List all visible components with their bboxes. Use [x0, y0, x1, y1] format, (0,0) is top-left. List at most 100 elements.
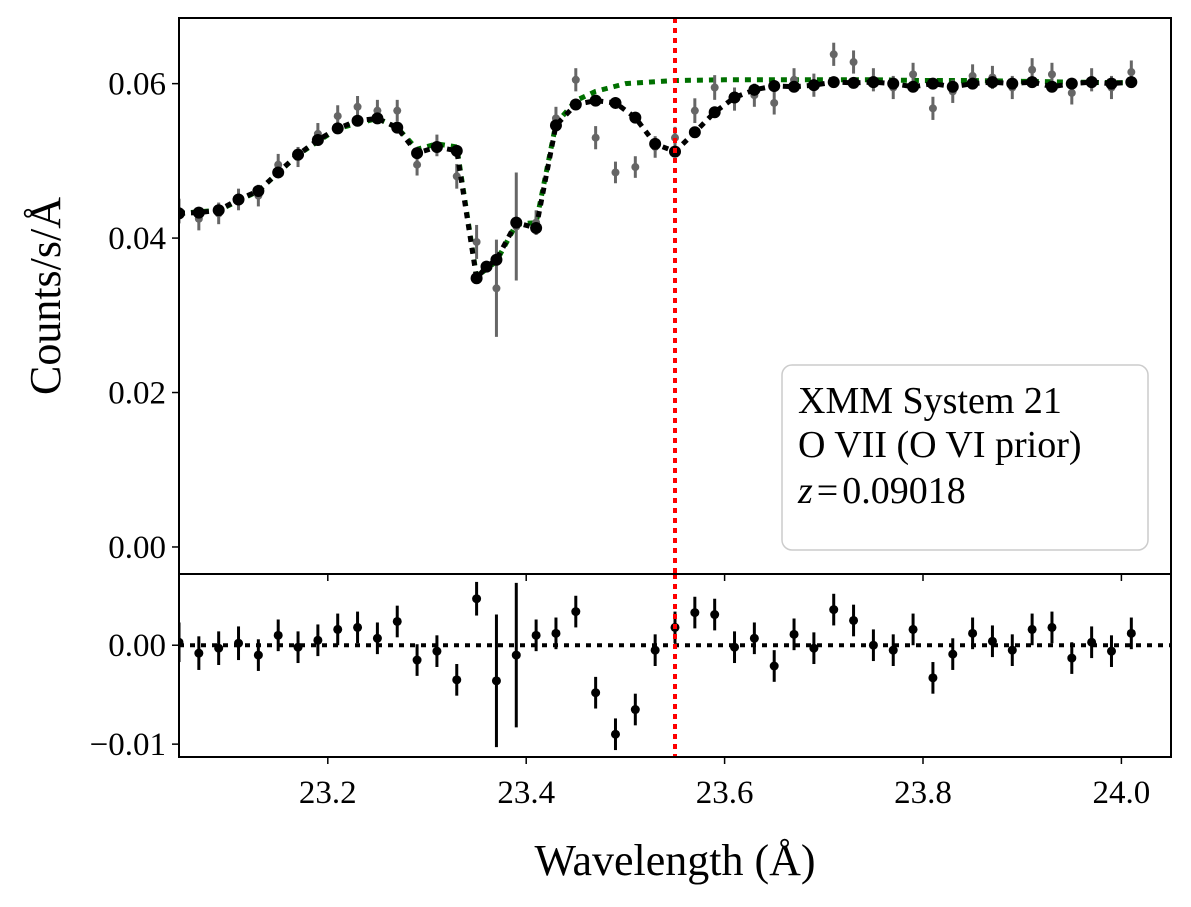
model-point — [179, 207, 185, 220]
data-point — [690, 106, 699, 115]
residual-point — [194, 648, 204, 658]
top-axis-ticks: 0.00 0.02 0.04 0.06 — [108, 67, 1123, 581]
model-point — [1105, 77, 1118, 90]
y-tick-label: 0.02 — [108, 376, 166, 412]
residual-point — [650, 645, 660, 655]
residual-point — [1126, 628, 1136, 638]
legend-line-ion: O VII (O VI prior) — [798, 424, 1082, 466]
x-tick-label: 23.2 — [299, 775, 357, 811]
model-point — [1026, 76, 1039, 89]
y-axis-label: Counts/s/Å — [21, 197, 70, 395]
legend: XMM System 21 O VII (O VI prior) z = 0.090… — [781, 364, 1149, 551]
data-point — [1047, 70, 1056, 79]
residual-point — [730, 642, 740, 652]
model-point — [530, 222, 543, 235]
model-point — [688, 126, 701, 139]
model-point — [430, 140, 443, 153]
data-point — [413, 160, 422, 169]
model-point — [1125, 76, 1138, 89]
residual-point — [234, 638, 244, 648]
data-point — [909, 70, 918, 79]
redshift-value: 0.09018 — [842, 470, 966, 512]
data-point — [968, 71, 977, 80]
data-point — [393, 106, 402, 115]
residual-point — [179, 637, 184, 647]
residual-point — [908, 624, 918, 634]
model-point — [807, 79, 820, 92]
residual-point — [888, 645, 898, 655]
residual-point — [769, 661, 779, 671]
residual-point — [214, 643, 224, 653]
redshift-symbol: z — [797, 470, 813, 512]
data-point — [591, 133, 600, 142]
residual-point — [333, 624, 343, 634]
model-point — [609, 96, 622, 109]
model-point — [490, 253, 503, 266]
residual-point — [511, 650, 521, 660]
top-plot-area — [179, 18, 1138, 574]
residual-point — [710, 610, 720, 620]
model-point — [470, 272, 483, 285]
residual-point — [551, 628, 561, 638]
residual-point — [293, 642, 303, 652]
data-point — [1127, 68, 1136, 77]
model-point — [887, 77, 900, 90]
residual-point — [968, 628, 978, 638]
residual-point — [273, 630, 283, 640]
residual-point — [372, 633, 382, 643]
residual-y-tick-label: 0.00 — [108, 628, 166, 664]
bottom-panel: −0.01 0.00 23.2 23.4 23.6 23.8 24.0 Wavelength… — [90, 573, 1172, 885]
residual-point — [849, 615, 859, 625]
model-point — [788, 80, 801, 93]
residual-point — [610, 729, 620, 739]
model-point — [1065, 77, 1078, 90]
model-point — [371, 112, 384, 125]
model-point — [847, 76, 860, 89]
residual-point — [928, 673, 938, 683]
model-point — [292, 148, 305, 161]
residual-point — [690, 608, 700, 618]
data-point — [770, 98, 779, 107]
residual-point — [531, 630, 541, 640]
residual-y-tick-label: −0.01 — [90, 727, 166, 763]
residual-point — [1007, 645, 1017, 655]
model-point — [1085, 76, 1098, 89]
model-point — [411, 147, 424, 160]
model-point — [589, 94, 602, 107]
model-point — [331, 122, 344, 135]
data-point — [1067, 88, 1076, 97]
data-point — [373, 106, 382, 115]
x-tick-label: 24.0 — [1093, 775, 1151, 811]
legend-line-redshift: z = 0.09018 — [797, 470, 966, 512]
data-point — [333, 112, 342, 121]
y-tick-label: 0.04 — [108, 221, 166, 257]
residual-point — [1087, 637, 1097, 647]
residual-point — [392, 616, 402, 626]
residual-plot-area — [179, 574, 1171, 757]
model-point — [569, 98, 582, 111]
residual-point — [749, 633, 759, 643]
model-point — [827, 76, 840, 89]
model-point — [252, 184, 265, 197]
data-point — [631, 163, 640, 172]
model-point — [272, 166, 285, 179]
model-point — [450, 144, 463, 157]
data-point — [492, 284, 501, 293]
model-point — [480, 260, 493, 273]
model-point — [926, 77, 939, 90]
residual-point — [412, 655, 422, 665]
residual-point — [987, 636, 997, 646]
data-point — [472, 237, 481, 246]
model-point — [391, 121, 404, 134]
residual-point — [1027, 624, 1037, 634]
residual-point — [829, 605, 839, 615]
residual-point — [353, 622, 363, 632]
model-point — [649, 137, 662, 150]
x-axis-label: Wavelength (Å) — [534, 836, 815, 885]
residual-point — [789, 629, 799, 639]
y-tick-label: 0.00 — [108, 530, 166, 566]
top-panel: 0.00 0.02 0.04 0.06 Counts/s/Å XMM System 2… — [21, 17, 1172, 581]
data-point — [710, 83, 719, 92]
redshift-equals: = — [817, 470, 838, 512]
model-point — [510, 216, 523, 229]
